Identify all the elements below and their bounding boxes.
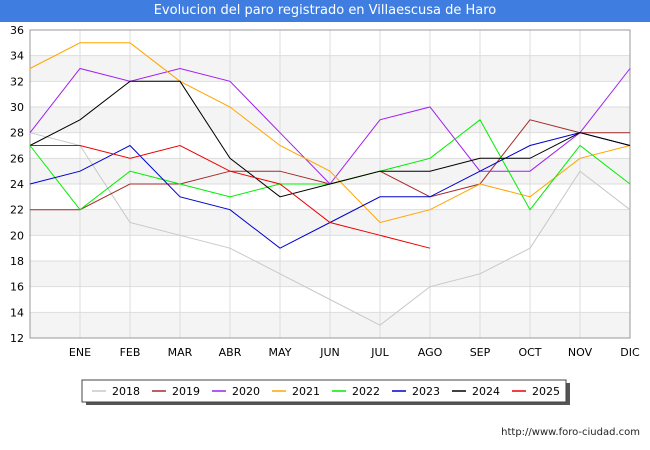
legend-label-2018: 2018	[112, 385, 140, 398]
y-tick-label: 36	[10, 24, 24, 37]
y-tick-label: 28	[10, 127, 24, 140]
legend-label-2021: 2021	[292, 385, 320, 398]
x-tick-label: AGO	[418, 346, 443, 359]
legend-label-2024: 2024	[472, 385, 500, 398]
legend-label-2020: 2020	[232, 385, 260, 398]
x-tick-label: ENE	[69, 346, 91, 359]
series-lines	[29, 42, 631, 326]
x-tick-label: NOV	[568, 346, 593, 359]
y-tick-label: 12	[10, 332, 24, 345]
y-tick-label: 16	[10, 281, 24, 294]
series-line-2018	[29, 132, 631, 326]
y-tick-label: 32	[10, 75, 24, 88]
y-tick-label: 34	[10, 50, 24, 63]
x-tick-label: JUL	[370, 346, 389, 359]
legend: 2018 2019 2020 2021 2022 2023 2024 2025	[81, 379, 570, 405]
series-line-2021	[29, 42, 631, 224]
x-tick-label: SEP	[470, 346, 491, 359]
x-tick-label: OCT	[518, 346, 541, 359]
legend-label-2025: 2025	[532, 385, 560, 398]
y-tick-label: 20	[10, 229, 24, 242]
legend-label-2022: 2022	[352, 385, 380, 398]
x-tick-label: MAR	[168, 346, 193, 359]
y-tick-label: 26	[10, 152, 24, 165]
x-tick-label: JUN	[319, 346, 340, 359]
y-tick-label: 22	[10, 204, 24, 217]
x-axis-ticks: ENE FEB MAR ABR MAY JUN JUL AGO SEP OCT NOV DIC	[69, 346, 640, 359]
series-line-2025	[30, 144, 431, 249]
x-tick-label: ABR	[219, 346, 242, 359]
chart-title: Evolucion del paro registrado en Villaes…	[0, 0, 650, 22]
source-url[interactable]: http://www.foro-ciudad.com	[501, 427, 640, 438]
x-tick-label: DIC	[620, 346, 640, 359]
legend-box	[81, 379, 567, 403]
y-tick-label: 18	[10, 255, 24, 268]
y-tick-label: 30	[10, 101, 24, 114]
series-line-2024	[29, 80, 631, 198]
y-axis-ticks: 12 14 16 18 20 22 24 26 28 30 32 34 36	[10, 24, 24, 345]
legend-label-2023: 2023	[412, 385, 440, 398]
x-tick-label: FEB	[120, 346, 141, 359]
y-tick-label: 24	[10, 178, 24, 191]
y-tick-label: 14	[10, 306, 24, 319]
legend-label-2019: 2019	[172, 385, 200, 398]
x-tick-label: MAY	[269, 346, 292, 359]
